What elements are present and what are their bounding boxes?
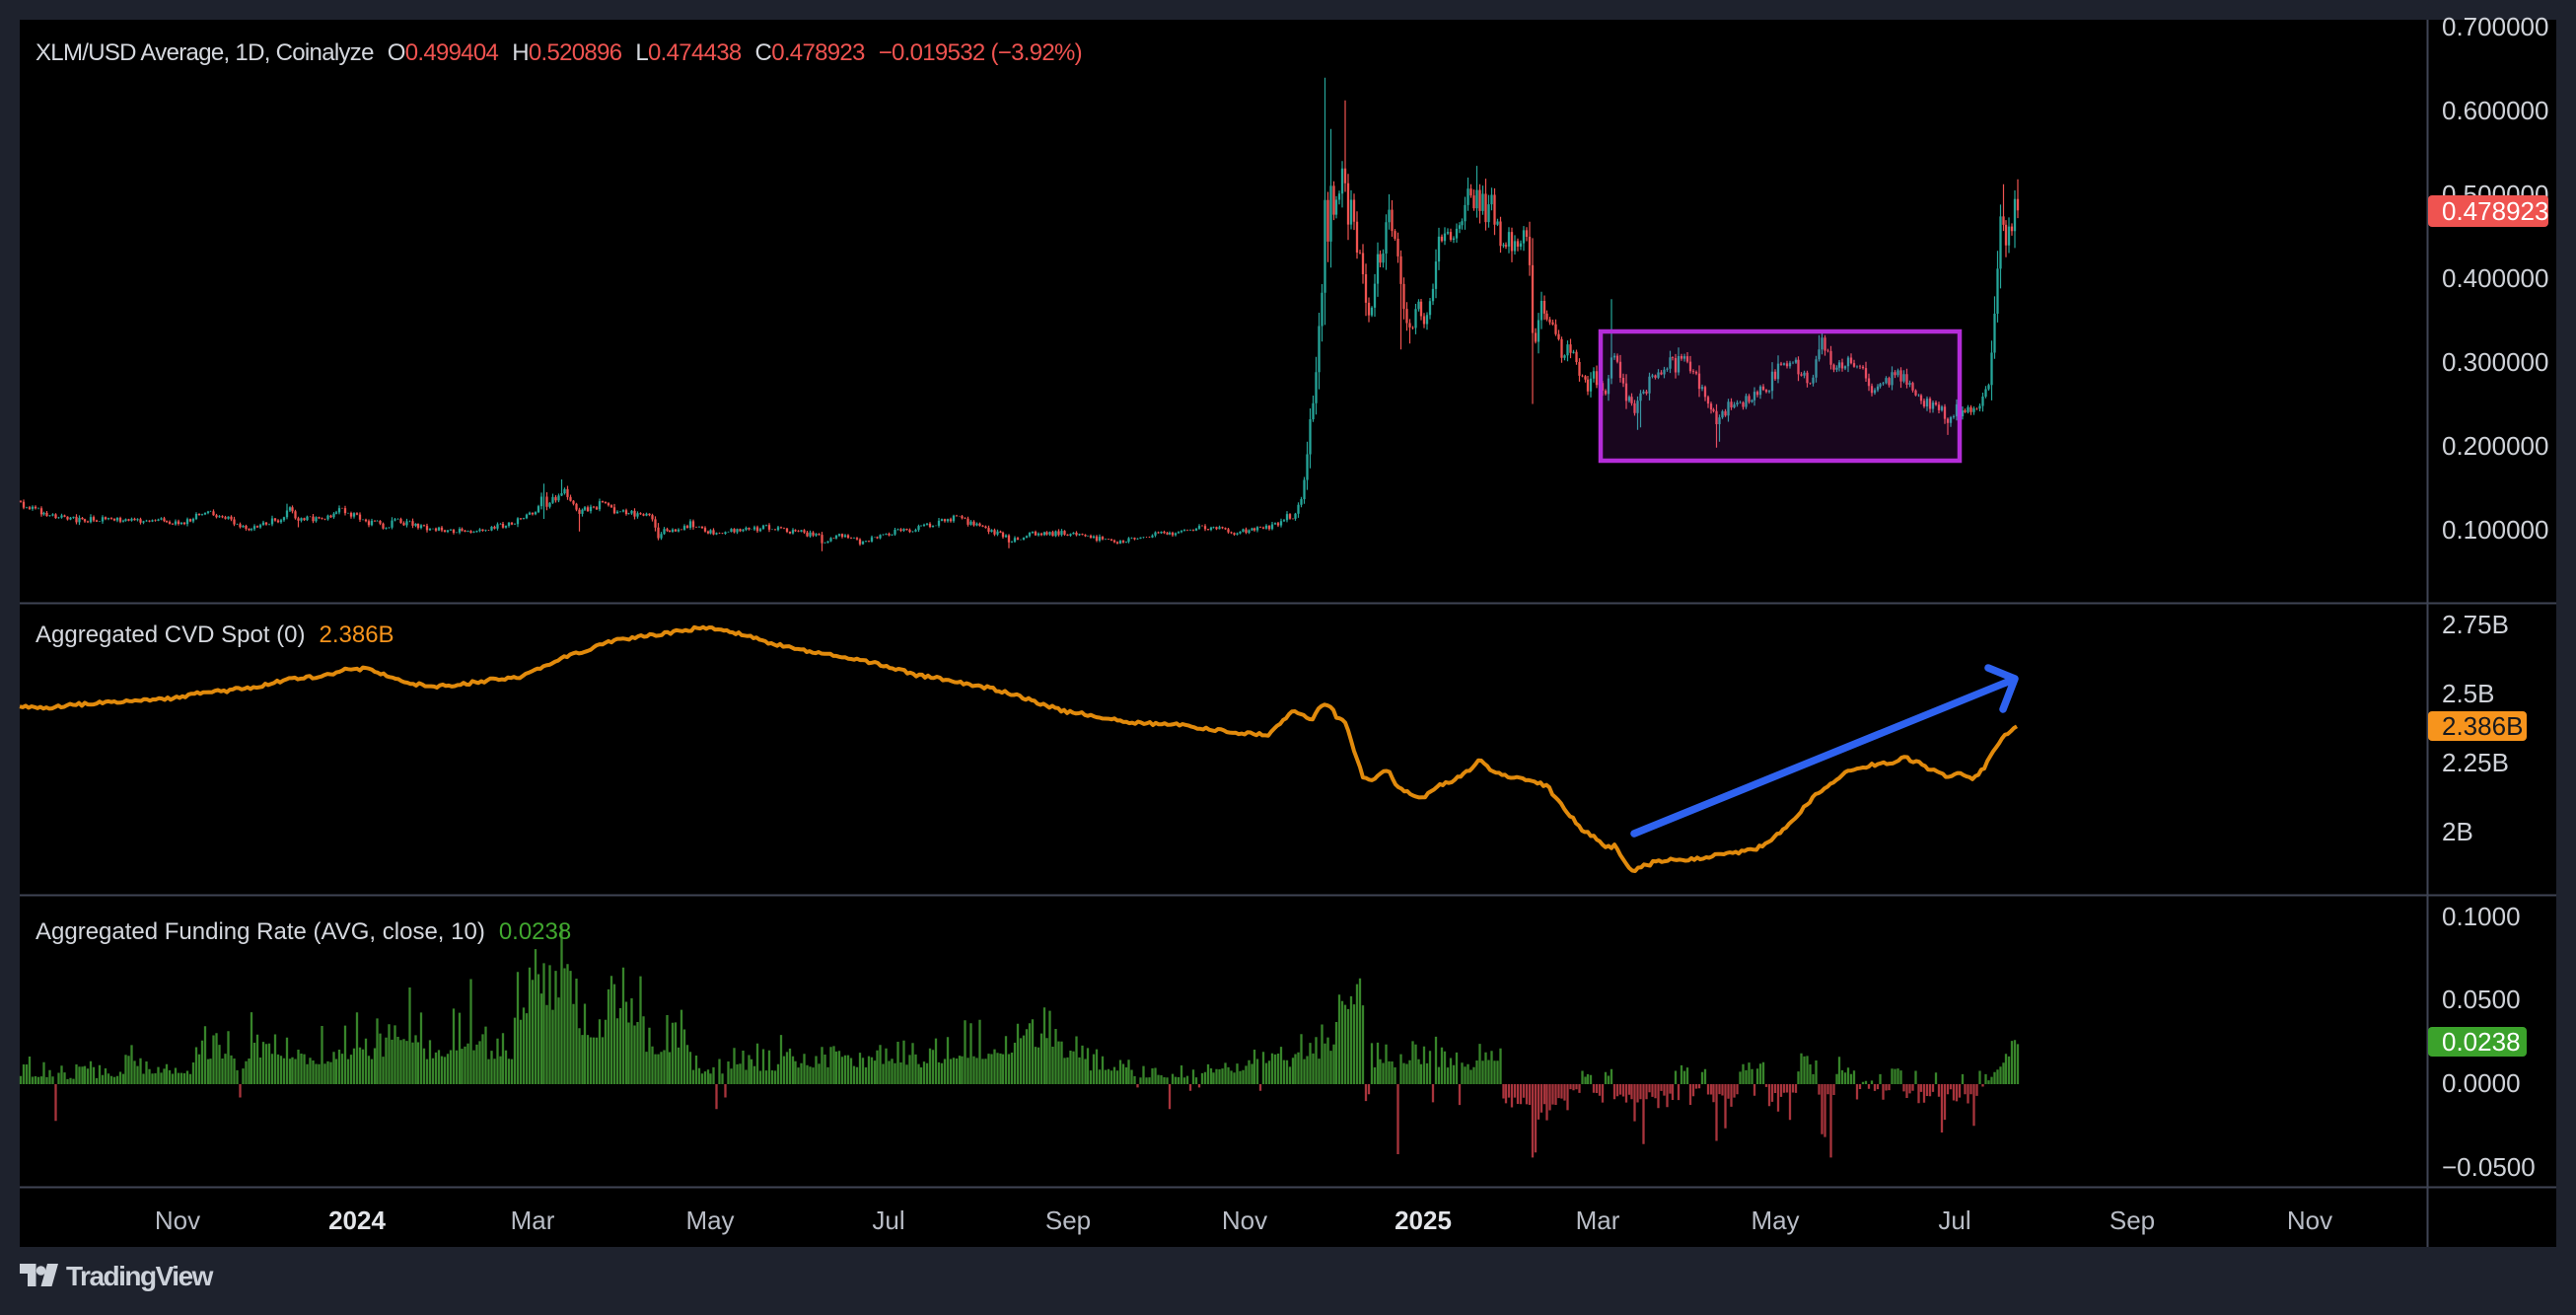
svg-text:0.200000: 0.200000 <box>2442 431 2548 461</box>
svg-text:Aggregated Funding Rate (AVG,: Aggregated Funding Rate (AVG, close, 10)… <box>36 918 571 945</box>
svg-text:2.5B: 2.5B <box>2442 679 2495 708</box>
svg-text:0.600000: 0.600000 <box>2442 96 2548 125</box>
svg-text:XLM/USD Average, 1D, Coinalyze: XLM/USD Average, 1D, Coinalyze O0.499404 H… <box>36 39 1082 66</box>
svg-text:Mar: Mar <box>1576 1205 1620 1235</box>
svg-text:0.100000: 0.100000 <box>2442 515 2548 545</box>
svg-text:TradingView: TradingView <box>66 1261 214 1291</box>
svg-text:0.400000: 0.400000 <box>2442 263 2548 293</box>
svg-text:May: May <box>1751 1205 1799 1235</box>
svg-text:0.0000: 0.0000 <box>2442 1068 2521 1098</box>
svg-text:0.478923: 0.478923 <box>2442 196 2548 226</box>
svg-text:0.1000: 0.1000 <box>2442 902 2521 931</box>
svg-text:−0.0500: −0.0500 <box>2442 1152 2536 1182</box>
svg-text:Jul: Jul <box>872 1205 904 1235</box>
svg-text:0.700000: 0.700000 <box>2442 12 2548 41</box>
svg-text:0.300000: 0.300000 <box>2442 347 2548 377</box>
svg-text:2025: 2025 <box>1395 1205 1452 1235</box>
svg-text:Nov: Nov <box>1222 1205 1267 1235</box>
svg-text:2.75B: 2.75B <box>2442 610 2509 639</box>
svg-text:Jul: Jul <box>1938 1205 1970 1235</box>
svg-text:Nov: Nov <box>155 1205 200 1235</box>
svg-text:2B: 2B <box>2442 817 2473 846</box>
svg-text:May: May <box>685 1205 734 1235</box>
svg-text:2.25B: 2.25B <box>2442 748 2509 777</box>
svg-text:2024: 2024 <box>328 1205 386 1235</box>
svg-text:Nov: Nov <box>2287 1205 2332 1235</box>
svg-text:0.0500: 0.0500 <box>2442 985 2521 1014</box>
svg-text:0.0238: 0.0238 <box>2442 1027 2521 1057</box>
svg-text:Sep: Sep <box>2110 1205 2155 1235</box>
svg-text:Aggregated CVD Spot (0)2.386B: Aggregated CVD Spot (0) 2.386B <box>36 621 394 648</box>
svg-text:2.386B: 2.386B <box>2442 711 2523 741</box>
svg-text:Mar: Mar <box>511 1205 555 1235</box>
svg-text:Sep: Sep <box>1045 1205 1091 1235</box>
